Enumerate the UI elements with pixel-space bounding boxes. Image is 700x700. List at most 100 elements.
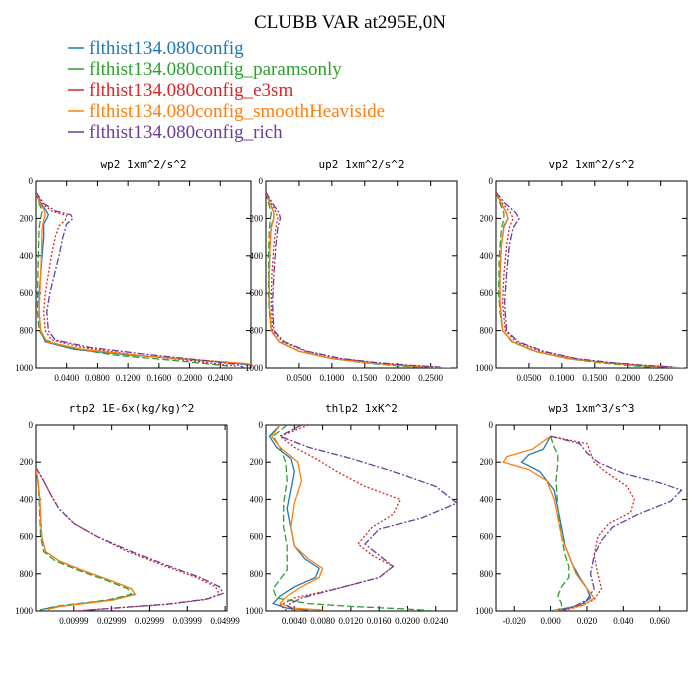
series-line [266, 191, 441, 368]
y-tick-label: 800 [250, 569, 264, 579]
plot-frame [35, 180, 252, 369]
y-tick-label: 1000 [245, 606, 264, 616]
series-line [550, 435, 683, 611]
series-line [36, 191, 251, 365]
y-tick-label: 600 [20, 532, 34, 542]
series-line [36, 191, 251, 366]
y-tick-label: 400 [250, 494, 264, 504]
x-tick-label: 0.0080 [310, 616, 335, 626]
y-tick-label: 0 [29, 420, 34, 430]
legend-label: flthist134.080config_smoothHeaviside [89, 101, 385, 122]
series-group [266, 191, 451, 368]
x-tick-label: 0.04999 [210, 616, 240, 626]
x-tick-label: 0.0500 [287, 373, 312, 383]
y-tick-label: 400 [480, 494, 494, 504]
panel: vp2 1xm^2/s^2 0 200 400 600 800 1000 0.0500 0.10… [475, 158, 688, 383]
y-tick-label: 0 [489, 420, 494, 430]
series-line [270, 425, 324, 611]
x-tick-label: 0.2000 [177, 373, 202, 383]
series-line [272, 425, 436, 611]
x-tick-label: 0.1500 [582, 373, 607, 383]
x-tick-label: 0.040 [613, 616, 634, 626]
plot-frame [265, 424, 458, 612]
y-tick-label: 400 [250, 251, 264, 261]
plot-frame [495, 180, 688, 369]
y-tick-label: 800 [480, 569, 494, 579]
x-tick-label: 0.2000 [615, 373, 640, 383]
series-line [549, 435, 570, 611]
y-tick-label: 1000 [475, 363, 494, 373]
x-tick-label: 0.2400 [208, 373, 233, 383]
legend-label: flthist134.080config_rich [89, 122, 283, 143]
series-group [502, 435, 683, 611]
x-tick-label: 0.0200 [395, 616, 420, 626]
y-tick-label: 400 [20, 251, 34, 261]
y-tick-label: 800 [250, 326, 264, 336]
y-tick-label: 1000 [15, 363, 34, 373]
y-tick-label: 800 [20, 569, 34, 579]
figure-title: CLUBB VAR at295E,0N [254, 12, 446, 33]
y-tick-label: 800 [480, 326, 494, 336]
y-tick-label: 600 [20, 288, 34, 298]
series-line [36, 469, 137, 610]
series-line [496, 191, 658, 368]
x-tick-label: 0.03999 [173, 616, 203, 626]
y-tick-label: 0 [489, 176, 494, 186]
x-tick-label: 0.2000 [385, 373, 410, 383]
x-tick-label: 0.02999 [97, 616, 127, 626]
legend-label: flthist134.080config [89, 38, 244, 59]
y-tick-label: 600 [250, 288, 264, 298]
x-tick-label: 0.2500 [648, 373, 673, 383]
series-line [502, 435, 596, 611]
x-tick-label: 0.1200 [116, 373, 141, 383]
x-tick-label: 0.1600 [146, 373, 171, 383]
y-tick-label: 200 [250, 213, 264, 223]
x-tick-label: 0.1500 [352, 373, 377, 383]
panel: rtp2 1E-6x(kg/kg)^2 0 200 400 600 800 1000 0.00… [15, 402, 240, 626]
x-tick-label: 0.020 [577, 616, 598, 626]
series-group [268, 425, 457, 611]
series-line [36, 192, 229, 367]
y-tick-label: 600 [250, 532, 264, 542]
y-tick-label: 0 [29, 176, 34, 186]
panel-title: wp3 1xm^3/s^3 [548, 402, 634, 415]
y-tick-label: 0 [259, 420, 264, 430]
panel-title: vp2 1xm^2/s^2 [548, 158, 634, 171]
y-tick-label: 200 [480, 213, 494, 223]
panel-title: thlp2 1xK^2 [325, 402, 398, 415]
y-tick-label: 400 [20, 494, 34, 504]
x-tick-label: 0.1000 [319, 373, 344, 383]
x-tick-label: -0.020 [503, 616, 527, 626]
x-tick-label: 0.00999 [59, 616, 89, 626]
plot-frame [265, 180, 458, 369]
x-tick-label: 0.0800 [85, 373, 110, 383]
x-tick-label: 0.0240 [423, 616, 448, 626]
panel-title: up2 1xm^2/s^2 [318, 158, 404, 171]
x-tick-label: 0.0500 [517, 373, 542, 383]
series-line [36, 191, 236, 367]
y-tick-label: 200 [480, 457, 494, 467]
series-line [520, 435, 592, 611]
series-line [496, 191, 676, 368]
series-line [36, 191, 244, 368]
y-tick-label: 200 [250, 457, 264, 467]
series-line [278, 425, 402, 611]
y-tick-label: 0 [259, 176, 264, 186]
y-tick-label: 200 [20, 457, 34, 467]
x-tick-label: 0.0400 [54, 373, 79, 383]
series-line [36, 467, 225, 611]
plot-frame [35, 424, 228, 612]
series-line [496, 191, 681, 368]
y-tick-label: 1000 [245, 363, 264, 373]
y-tick-label: 800 [20, 326, 34, 336]
series-line [36, 469, 133, 611]
x-tick-label: 0.0040 [282, 616, 307, 626]
panel-title: rtp2 1E-6x(kg/kg)^2 [69, 402, 195, 415]
series-line [268, 425, 320, 611]
y-tick-label: 200 [20, 213, 34, 223]
x-tick-label: 0.1000 [549, 373, 574, 383]
series-line [266, 191, 438, 368]
series-group [496, 191, 684, 368]
